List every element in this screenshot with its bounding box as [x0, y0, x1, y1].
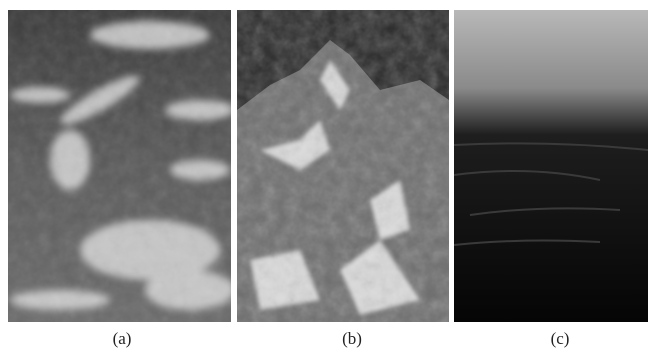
photo-mountain	[237, 10, 449, 322]
caption: (b)	[342, 329, 362, 348]
caption: (c)	[551, 329, 570, 348]
photo-clouds	[8, 10, 235, 322]
caption: (a)	[113, 329, 132, 348]
figure: (a) (b) (c)	[0, 0, 648, 353]
photo-dark-landscape	[454, 10, 648, 322]
